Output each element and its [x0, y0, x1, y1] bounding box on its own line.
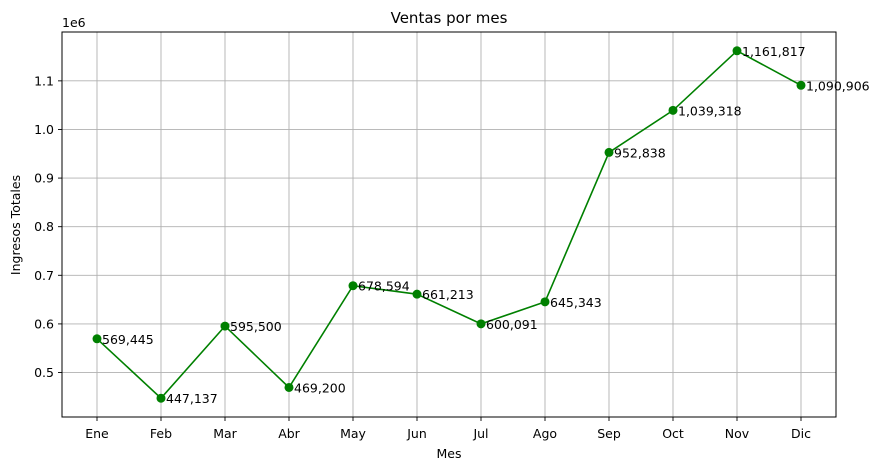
data-label: 469,200 [294, 380, 346, 395]
x-tick-label: Mar [213, 426, 237, 441]
data-point [156, 393, 166, 403]
data-label-layer: 569,445 447,137 595,500 469,200 678,594 661,2… [102, 44, 870, 406]
data-label: 600,091 [486, 317, 538, 332]
data-label: 952,838 [614, 145, 666, 160]
data-point [796, 80, 806, 90]
plot-frame [61, 31, 837, 418]
y-axis-label: Ingresos Totales [8, 175, 23, 275]
data-label: 1,161,817 [742, 44, 806, 59]
data-label: 1,039,318 [678, 103, 742, 118]
y-tick-label: 0.7 [34, 268, 54, 283]
data-point [412, 289, 422, 299]
y-offset-label: 1e6 [62, 15, 86, 30]
data-point [348, 281, 358, 291]
data-label: 1,090,906 [806, 78, 870, 93]
data-point [668, 105, 678, 115]
data-label: 661,213 [422, 287, 474, 302]
y-tick-label: 1.0 [34, 122, 54, 137]
x-tick-label: Ene [85, 426, 109, 441]
y-tick-label: 1.1 [34, 73, 54, 88]
x-tick-label: Dic [791, 426, 811, 441]
x-tick-label: Nov [725, 426, 750, 441]
data-label: 447,137 [166, 391, 218, 406]
data-point [732, 46, 742, 56]
tick-layer: Ene Feb Mar Abr May Jun Jul Ago Sep Oct Nov Dic 0.5 0… [34, 73, 811, 441]
y-tick-label: 0.5 [34, 365, 54, 380]
data-point [604, 147, 614, 157]
data-point [476, 319, 486, 329]
series-line [96, 49, 802, 400]
x-axis-label: Mes [437, 446, 462, 461]
data-point [220, 321, 230, 331]
x-tick-label: Ago [533, 426, 557, 441]
y-tick-label: 0.6 [34, 316, 54, 331]
x-tick-label: Abr [278, 426, 300, 441]
y-tick-label: 0.8 [34, 219, 54, 234]
x-tick-label: Jun [406, 426, 427, 441]
x-tick-label: Sep [597, 426, 621, 441]
data-point [284, 382, 294, 392]
y-tick-label: 0.9 [34, 171, 54, 186]
x-tick-label: Feb [150, 426, 172, 441]
data-label: 569,445 [102, 332, 154, 347]
chart-title: Ventas por mes [391, 9, 508, 27]
data-point [540, 297, 550, 307]
marker-layer [92, 46, 806, 403]
data-label: 678,594 [358, 279, 410, 294]
grid [62, 32, 836, 417]
x-tick-label: Jul [472, 426, 488, 441]
data-label: 595,500 [230, 319, 282, 334]
data-point [92, 334, 102, 344]
x-tick-label: Oct [662, 426, 684, 441]
x-tick-label: May [340, 426, 366, 441]
series-line-layer [96, 49, 802, 400]
data-label: 645,343 [550, 295, 602, 310]
